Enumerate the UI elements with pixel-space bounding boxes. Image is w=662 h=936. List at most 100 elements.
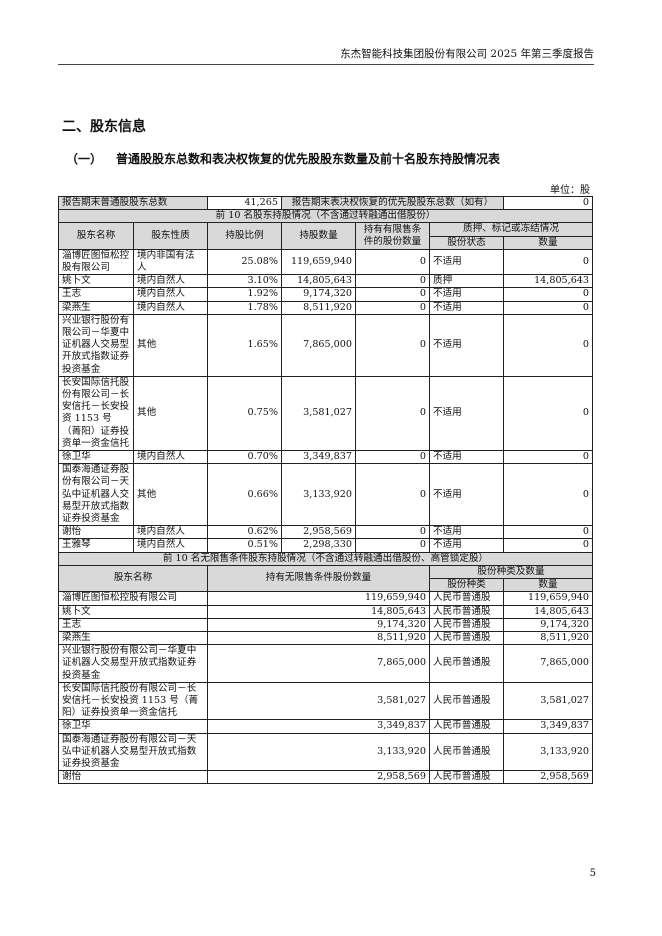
cell-ratio: 0.75%: [207, 375, 282, 452]
unrestricted-row: 长安国际信托股份有限公司－长安信托－长安投资 1153 号（菁阳）证券投资单一资…: [58, 681, 594, 721]
cell-count: 119,659,940: [503, 591, 594, 606]
col-qty: 持股数量: [281, 222, 356, 250]
cell-nature: 境内自然人: [133, 300, 208, 315]
cell-count: 3,349,837: [503, 719, 594, 734]
cell-qty: 2,958,569: [281, 525, 356, 540]
cell-qty: 14,805,643: [281, 274, 356, 289]
subsection-title: （一） 普通股股东总数和表决权恢复的优先股股东数量及前十名股东持股情况表: [66, 150, 500, 167]
page-number: 5: [589, 868, 596, 879]
col-pledge: 质押、标记或冻结情况: [428, 222, 594, 237]
top10-row: 王雅琴 境内自然人 0.51% 2,298,330 0 不适用 0: [58, 538, 594, 553]
cell-kind: 人民币普通股: [428, 591, 505, 606]
unrestricted-title: 前 10 名无限售条件股东持股情况（不含通过转融通出借股份、高管锁定股）: [57, 551, 594, 566]
top10-row: 王志 境内自然人 1.92% 9,174,320 0 不适用 0: [58, 287, 594, 302]
cell-restricted: 0: [355, 300, 430, 315]
cell-qty: 2,298,330: [281, 538, 356, 553]
col-status: 股份状态: [428, 235, 505, 250]
cell-name: 长安国际信托股份有限公司－长安信托－长安投资 1153 号（菁阳）证券投资单一资…: [58, 681, 208, 721]
cell-kind: 人民币普通股: [428, 719, 505, 734]
cell-name: 姚卜文: [58, 604, 208, 619]
cell-qty: 8,511,920: [207, 630, 430, 646]
cell-ratio: 0.70%: [207, 450, 282, 465]
cell-qty: 2,958,569: [207, 770, 430, 785]
cell-nature: 境内自然人: [133, 538, 208, 553]
cell-count: 14,805,643: [503, 274, 594, 289]
cell-status: 不适用: [428, 248, 505, 276]
cell-ratio: 25.08%: [207, 248, 282, 276]
cell-count: 0: [503, 538, 594, 553]
cell-ratio: 1.92%: [207, 287, 282, 302]
col-count: 数量: [503, 235, 594, 250]
top10-row: 兴业银行股份有限公司－华夏中证机器人交易型开放式指数证券投资基金 其他 1.65% 7…: [58, 313, 594, 377]
cell-status: 不适用: [428, 300, 505, 315]
cell-count: 0: [503, 375, 594, 452]
cell-qty: 3,349,837: [281, 450, 356, 465]
cell-nature: 境内自然人: [133, 525, 208, 540]
col-restricted: 持有有限售条件的股份数量: [355, 222, 430, 250]
cell-status: 不适用: [428, 538, 505, 553]
unrestricted-row: 谢怡 2,958,569 人民币普通股 2,958,569: [58, 770, 594, 785]
cell-name: 王志: [58, 617, 208, 632]
cell-ratio: 1.78%: [207, 300, 282, 315]
cell-count: 3,581,027: [503, 681, 594, 721]
subsection-number: （一）: [66, 152, 103, 166]
cell-name: 梁燕生: [58, 300, 134, 315]
cell-kind: 人民币普通股: [428, 644, 505, 683]
cell-nature: 境内自然人: [133, 287, 208, 302]
unrestricted-row: 王志 9,174,320 人民币普通股 9,174,320: [58, 617, 594, 632]
unrestricted-row: 兴业银行股份有限公司－华夏中证机器人交易型开放式指数证券投资基金 7,865,00…: [58, 644, 594, 683]
u-col-kind: 股份种类: [428, 578, 505, 593]
preferred-shareholders-label: 报告期末表决权恢复的优先股股东总数（如有）: [280, 195, 505, 211]
cell-qty: 119,659,940: [281, 248, 356, 276]
top10-row: 姚卜文 境内自然人 3.10% 14,805,643 0 质押 14,805,643: [58, 274, 594, 289]
cell-kind: 人民币普通股: [428, 630, 505, 646]
cell-status: 不适用: [428, 313, 505, 377]
unrestricted-row: 淄博匠图恒松控股有限公司 119,659,940 人民币普通股 119,659,940: [58, 591, 594, 606]
unit-label: 单位：股: [550, 185, 590, 196]
cell-status: 不适用: [428, 287, 505, 302]
cell-name: 长安国际信托股份有限公司－长安信托－长安投资 1153 号（菁阳）证券投资单一资…: [58, 375, 134, 452]
cell-restricted: 0: [355, 463, 430, 527]
col-nature: 股东性质: [133, 222, 208, 250]
cell-restricted: 0: [355, 525, 430, 540]
cell-restricted: 0: [355, 450, 430, 465]
u-col-qty: 持有无限售条件股份数量: [207, 564, 430, 593]
top10-row: 国泰海通证券股份有限公司－天弘中证机器人交易型开放式指数证券投资基金 其他 0.66…: [58, 463, 594, 527]
total-shareholders-value: 41,265: [207, 195, 282, 211]
cell-restricted: 0: [355, 538, 430, 553]
cell-qty: 7,865,000: [281, 313, 356, 377]
cell-restricted: 0: [355, 274, 430, 289]
unrestricted-row: 梁燕生 8,511,920 人民币普通股 8,511,920: [58, 630, 594, 646]
cell-ratio: 0.66%: [207, 463, 282, 527]
cell-count: 0: [503, 450, 594, 465]
cell-name: 国泰海通证券股份有限公司－天弘中证机器人交易型开放式指数证券投资基金: [58, 463, 134, 527]
cell-name: 梁燕生: [58, 630, 208, 646]
cell-count: 3,133,920: [503, 732, 594, 772]
cell-nature: 境内自然人: [133, 450, 208, 465]
cell-count: 0: [503, 300, 594, 315]
cell-restricted: 0: [355, 248, 430, 276]
cell-name: 王志: [58, 287, 134, 302]
cell-qty: 3,133,920: [207, 732, 430, 772]
cell-nature: 境内非国有法人: [133, 248, 208, 276]
cell-name: 徐卫华: [58, 450, 134, 465]
cell-status: 不适用: [428, 375, 505, 452]
cell-count: 8,511,920: [503, 630, 594, 646]
page-header: 东杰智能科技集团股份有限公司 2025 年第三季度报告: [58, 46, 594, 65]
cell-name: 徐卫华: [58, 719, 208, 734]
cell-ratio: 3.10%: [207, 274, 282, 289]
cell-qty: 3,581,027: [281, 375, 356, 452]
col-ratio: 持股比例: [207, 222, 282, 250]
cell-status: 不适用: [428, 463, 505, 527]
cell-count: 9,174,320: [503, 617, 594, 632]
col-name: 股东名称: [58, 222, 134, 250]
top10-row: 淄博匠图恒松控股有限公司 境内非国有法人 25.08% 119,659,940 0 不适用…: [58, 248, 594, 276]
cell-name: 淄博匠图恒松控股有限公司: [58, 591, 208, 606]
cell-ratio: 1.65%: [207, 313, 282, 377]
cell-count: 0: [503, 463, 594, 527]
cell-count: 0: [503, 525, 594, 540]
cell-nature: 其他: [133, 313, 208, 377]
cell-qty: 8,511,920: [281, 300, 356, 315]
cell-nature: 其他: [133, 375, 208, 452]
cell-qty: 3,133,920: [281, 463, 356, 527]
